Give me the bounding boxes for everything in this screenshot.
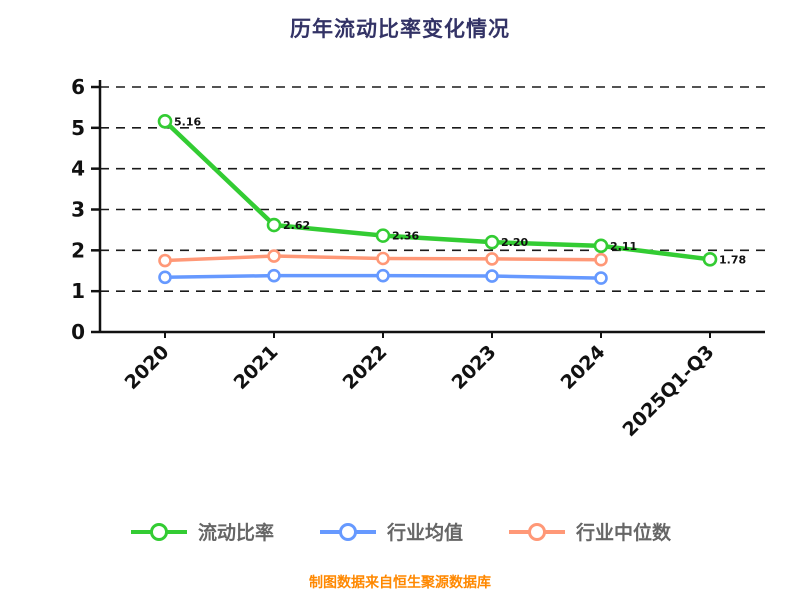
x-tick-label: 2021	[230, 341, 283, 394]
data-point-marker	[594, 271, 608, 285]
legend-item-industry-median: 行业中位数	[507, 518, 671, 545]
line-chart: 0 1 2 3 4 5 6 2020 2021 2022 2023 2024 2025Q1-Q3 5.16…	[71, 75, 765, 441]
data-point-marker	[702, 252, 718, 267]
data-point-label: 2.20	[501, 236, 528, 249]
series-current-ratio: 5.16 2.62 2.36 2.20 2.11 1.78	[157, 114, 746, 267]
series-line	[162, 119, 713, 262]
x-tick-label: 2022	[339, 341, 392, 394]
data-point-label: 1.78	[719, 253, 746, 266]
data-source-note: 制图数据来自恒生聚源数据库	[309, 575, 491, 591]
data-point-marker	[267, 249, 281, 263]
legend-marker-industry-mean	[319, 522, 376, 541]
legend-label: 行业均值	[386, 522, 463, 544]
data-point-label: 2.11	[610, 240, 637, 253]
series-industry-mean	[158, 268, 608, 285]
data-point-marker	[485, 269, 499, 283]
series-industry-median	[158, 249, 608, 268]
y-tick-label: 3	[71, 198, 85, 222]
legend-label: 行业中位数	[576, 522, 672, 544]
x-tick-label: 2025Q1-Q3	[618, 341, 718, 441]
y-axis-ticks: 0 1 2 3 4 5 6	[71, 75, 100, 344]
legend-marker-industry-median	[509, 522, 565, 541]
y-tick-label: 5	[71, 116, 85, 140]
data-point-marker	[267, 268, 281, 283]
data-point-marker	[593, 238, 609, 254]
data-point-marker	[266, 217, 282, 233]
chart-title: 历年流动比率变化情况	[290, 17, 510, 41]
data-point-marker	[157, 114, 173, 129]
data-point-marker	[594, 252, 608, 267]
data-point-marker	[484, 234, 500, 250]
x-tick-label: 2020	[121, 341, 174, 394]
data-point-label: 5.16	[174, 115, 201, 128]
y-tick-label: 2	[71, 238, 85, 262]
legend-item-industry-mean: 行业均值	[318, 518, 463, 545]
data-point-marker	[158, 253, 172, 268]
x-tick-label: 2024	[557, 341, 610, 394]
legend-item-current-ratio: 流动比率	[129, 518, 274, 545]
data-point-label: 2.36	[392, 230, 419, 243]
y-tick-label: 4	[71, 157, 85, 181]
x-tick-label: 2023	[448, 341, 501, 394]
data-point-marker	[375, 228, 391, 243]
data-point-marker	[485, 252, 499, 266]
legend: 流动比率 行业均值 行业中位数	[0, 518, 800, 545]
y-tick-label: 6	[71, 75, 85, 99]
legend-marker-current-ratio	[130, 522, 187, 541]
data-point-marker	[376, 251, 390, 266]
data-point-marker	[376, 268, 390, 283]
legend-label: 流动比率	[197, 522, 274, 544]
y-tick-label: 0	[71, 320, 85, 344]
x-axis-ticks: 2020 2021 2022 2023 2024 2025Q1-Q3	[121, 332, 719, 441]
data-point-label: 2.62	[283, 219, 310, 232]
y-tick-label: 1	[71, 279, 85, 303]
data-point-marker	[158, 270, 172, 285]
